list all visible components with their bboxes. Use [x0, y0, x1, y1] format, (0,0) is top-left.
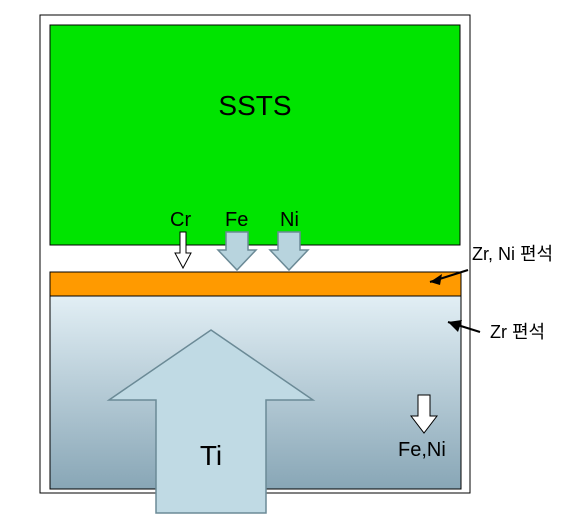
zrni-callout-label: Zr, Ni 편석	[472, 244, 553, 264]
ssts-label: SSTS	[218, 90, 291, 121]
fe-label: Fe	[225, 209, 248, 231]
top-layer	[50, 25, 460, 245]
diagram-container: SSTS Cr Fe Ni Ti Fe,Ni Zr	[0, 0, 579, 518]
cr-label: Cr	[170, 209, 191, 231]
zr-callout-label: Zr 편석	[490, 322, 545, 342]
ni-label: Ni	[280, 209, 299, 231]
ti-label: Ti	[200, 440, 222, 471]
diagram-svg: SSTS Cr Fe Ni Ti Fe,Ni Zr	[0, 0, 579, 518]
interlayer	[50, 272, 461, 296]
feni-label: Fe,Ni	[398, 439, 446, 461]
